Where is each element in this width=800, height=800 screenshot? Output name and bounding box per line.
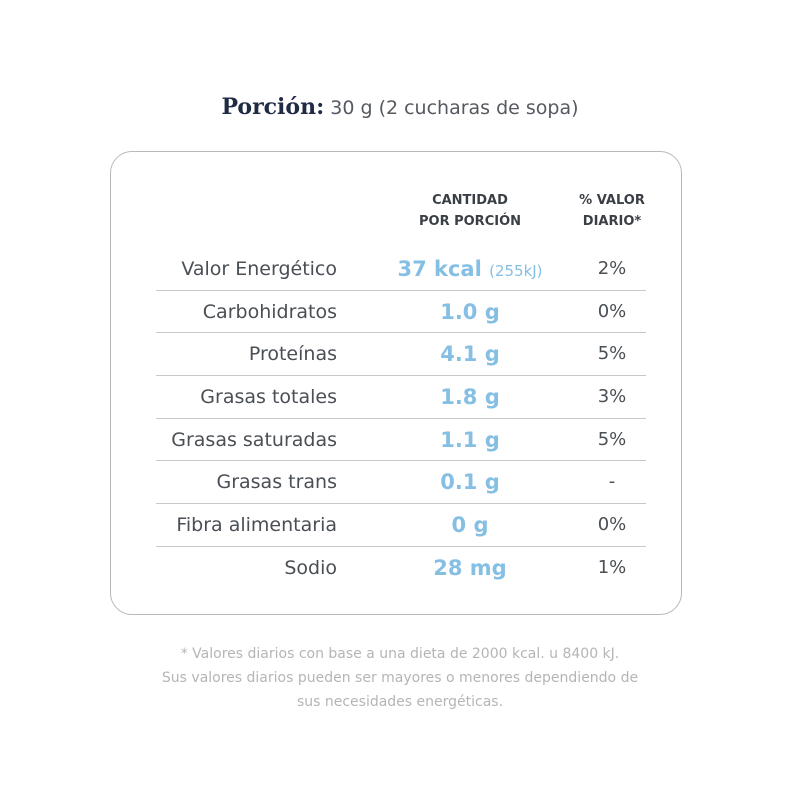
nutrient-amount: 1.1 g [440,427,500,452]
nutrient-name: Fibra alimentaria [176,514,337,537]
nutrient-daily-value: - [608,471,616,493]
table-row: Grasas trans 0.1 g - [156,461,646,505]
nutrient-daily-value: 3% [597,386,627,408]
nutrient-name: Carbohidratos [202,300,337,323]
portion-line: Porción: 30 g (2 cucharas de sopa) [0,94,800,120]
column-header-dv-line2: DIARIO* [582,214,642,229]
table-row: Grasas saturadas 1.1 g 5% [156,419,646,462]
table-row: Fibra alimentaria 0 g 0% [156,504,646,547]
nutrient-name: Grasas totales [200,386,337,409]
nutrient-name: Valor Energético [181,258,337,280]
column-header-amount-line2: POR PORCIÓN [418,214,521,229]
column-header-amount-line1: CANTIDAD [432,193,508,208]
nutrient-amount-value: 37 kcal [397,257,482,281]
nutrient-amount-extra: (255kJ) [489,262,543,280]
nutrient-name: Grasas saturadas [171,428,337,451]
table-row: Valor Energético 37 kcal (255kJ) 2% [156,248,646,291]
nutrient-amount: 37 kcal (255kJ) [385,248,555,290]
nutrient-amount: 0.1 g [440,470,500,495]
nutrition-table-panel [110,151,682,615]
footnote-line: sus necesidades energéticas. [296,694,504,710]
nutrient-daily-value: 0% [597,514,627,536]
nutrient-amount: 4.1 g [440,342,500,367]
footnote: * Valores diarios con base a una dieta d… [0,642,800,714]
nutrient-name: Grasas trans [216,471,337,494]
column-header-dv-line1: % VALOR [579,193,645,208]
table-row: Proteínas 4.1 g 5% [156,333,646,377]
nutrient-daily-value: 5% [597,428,627,450]
table-row: Sodio 28 mg 1% [156,547,646,590]
footnote-line: Sus valores diarios pueden ser mayores o… [161,670,639,686]
footnote-line: * Valores diarios con base a una dieta d… [180,646,620,662]
nutrient-name: Proteínas [248,343,337,366]
nutrient-daily-value: 2% [597,258,627,279]
column-header-daily-value: % VALOR DIARIO* [567,190,657,232]
nutrient-daily-value: 1% [597,556,627,578]
column-header-amount: CANTIDAD POR PORCIÓN [385,190,555,232]
nutrient-amount: 0 g [451,513,489,538]
nutrient-name: Sodio [284,556,337,579]
table-row: Grasas totales 1.8 g 3% [156,376,646,419]
portion-label: Porción: [221,94,325,120]
table-row: Carbohidratos 1.0 g 0% [156,291,646,334]
nutrient-rows: Valor Energético 37 kcal (255kJ) 2% Carb… [156,248,646,590]
nutrient-amount: 1.0 g [440,299,500,324]
nutrient-daily-value: 5% [597,343,627,365]
nutrient-amount: 28 mg [433,555,507,580]
nutrient-daily-value: 0% [597,300,627,322]
portion-value: 30 g (2 cucharas de sopa) [330,97,579,119]
nutrient-amount: 1.8 g [440,385,500,410]
